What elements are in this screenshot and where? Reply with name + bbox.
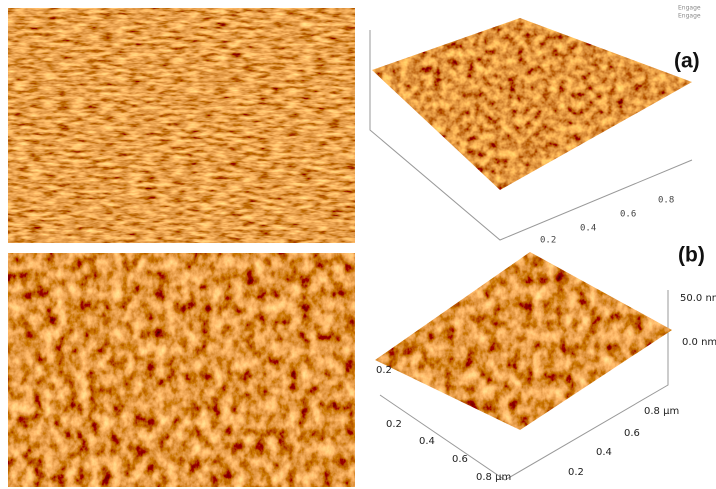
tick-label: 0.6 <box>624 428 640 439</box>
z-tick-label: 50.0 nm <box>680 293 716 304</box>
body: Engage Engage (a) 0.2 0.4 0.6 0.8 (b) 50… <box>0 0 716 489</box>
surface <box>370 245 680 435</box>
tick-label: 0.6 <box>620 210 636 220</box>
surface <box>360 10 700 200</box>
tick-label: 0.2 <box>568 467 584 478</box>
tick-label: 0.4 <box>580 224 596 234</box>
panel-label: (a) <box>674 50 700 73</box>
tick-label: 0.4 <box>596 447 612 458</box>
surface-plot-b <box>370 245 680 480</box>
page: {"panel_a": {"label": "(a)", "engage": [… <box>0 0 716 489</box>
tick-label: 0.4 <box>419 436 435 447</box>
z-tick-label: 0.0 nm <box>682 337 716 348</box>
afm-image-b <box>8 253 355 487</box>
engage-label: Engage <box>678 5 701 12</box>
tick-label: 0.8 µm <box>644 406 679 417</box>
figure: Engage Engage (a) 0.2 0.4 0.6 0.8 (b) 50… <box>0 0 716 489</box>
tick-label: 0.2 <box>376 365 392 376</box>
afm-image-a <box>8 8 355 243</box>
tick-label: 0.6 <box>452 454 468 465</box>
panel-label: (b) <box>678 244 705 267</box>
tick-label: 0.2 <box>540 236 556 246</box>
tick-label: 0.2 <box>386 419 402 430</box>
tick-label: 0.8 <box>658 196 674 206</box>
tick-label: 0.8 µm <box>476 472 511 483</box>
surface-plot-a <box>360 10 700 240</box>
engage-label: Engage <box>678 13 701 20</box>
